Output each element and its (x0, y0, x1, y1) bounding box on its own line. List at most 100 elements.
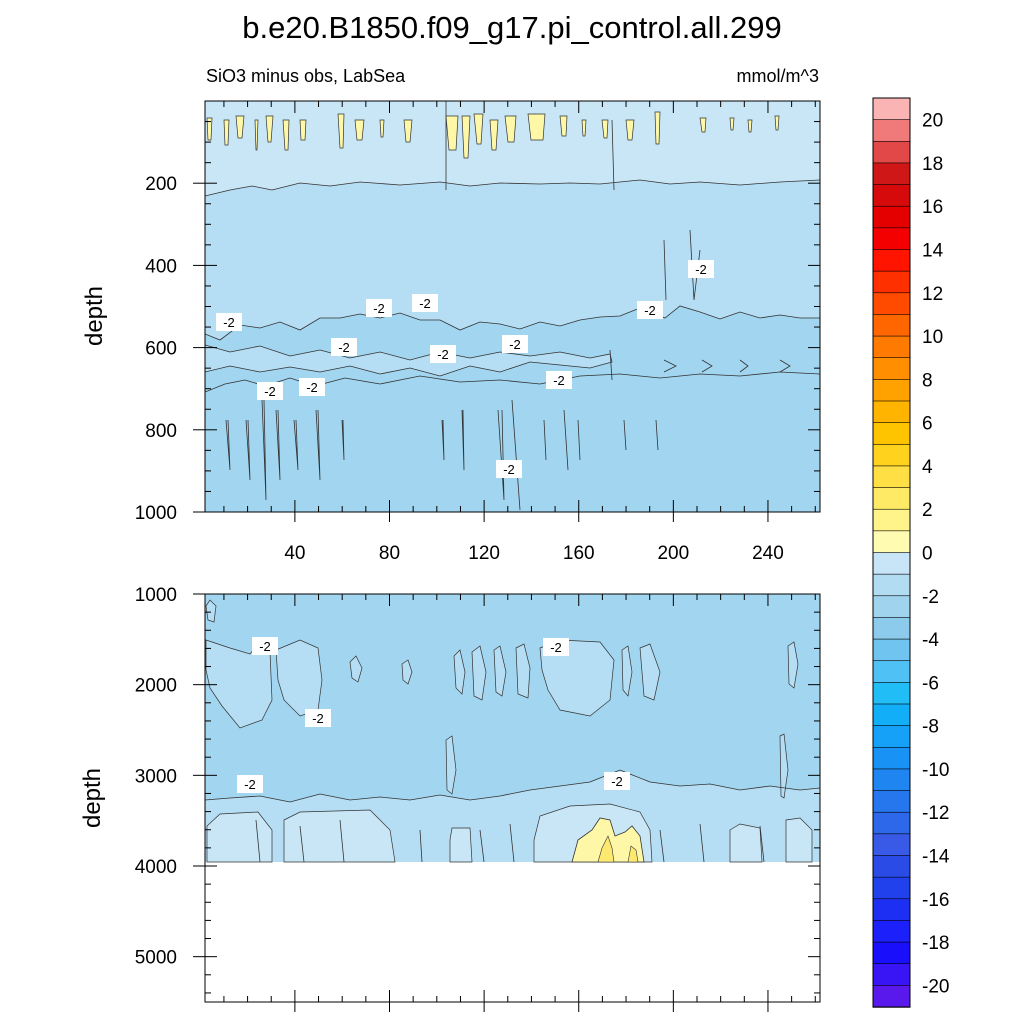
contour-label: -2 (437, 347, 449, 362)
colorbar-swatch (872, 205, 911, 229)
lower-y-tick-label: 4000 (135, 857, 177, 878)
colorbar-swatch (872, 508, 911, 532)
upper-x-tick-label: 80 (379, 543, 400, 564)
contour-label: -2 (373, 301, 385, 316)
lower-frame (204, 593, 821, 1003)
upper-y-tick-label: 400 (145, 256, 177, 277)
colorbar-swatch (872, 292, 911, 316)
colorbar-swatch (872, 400, 911, 424)
colorbar-swatch (872, 184, 911, 207)
colorbar-label: -16 (922, 890, 949, 911)
upper-y-tick-label: 1000 (135, 503, 177, 524)
contour-label: -2 (550, 640, 562, 655)
contour-label: -2 (244, 777, 256, 792)
colorbar-swatch (872, 357, 911, 381)
colorbar-swatch (872, 682, 911, 705)
lower-positive-core-inner (597, 835, 639, 863)
colorbar-label: 4 (922, 457, 933, 478)
colorbar-label: -10 (922, 760, 949, 781)
colorbar-label: -18 (922, 933, 949, 954)
colorbar-label: -2 (922, 587, 939, 608)
colorbar-swatch (872, 140, 911, 164)
colorbar-swatch (872, 660, 911, 684)
lower-y-tick-label: 3000 (135, 766, 177, 787)
upper-x-tick-label: 40 (284, 543, 305, 564)
lower-y-ticks: 1000 2000 3000 4000 5000 (135, 585, 820, 994)
contour-label: -2 (259, 639, 271, 654)
colorbar-swatch (872, 725, 911, 748)
lower-contour-lines (205, 769, 820, 863)
chart-title: b.e20.B1850.f09_g17.pi_control.all.299 (242, 10, 782, 45)
lower-y-tick-label: 5000 (135, 948, 177, 969)
colorbar-label: -14 (922, 847, 950, 868)
colorbar-frame (872, 97, 911, 1008)
lower-y-axis-title: depth (79, 768, 106, 828)
colorbar-swatch (872, 270, 911, 294)
colorbar-swatch (872, 638, 911, 662)
upper-y-tick-label: 600 (145, 339, 177, 360)
lower-inline-labels: -2 -2 -2 -2 -2 (237, 637, 630, 793)
lower-x-ticks (223, 594, 816, 1012)
colorbar-label: -4 (922, 630, 939, 651)
colorbar-label: -12 (922, 803, 949, 824)
colorbar-swatch (872, 443, 911, 467)
colorbar-label: 16 (922, 197, 943, 218)
contour-label: -2 (644, 303, 656, 318)
colorbar-swatch (872, 833, 911, 857)
lower-y-tick-label: 2000 (135, 676, 177, 697)
colorbar-swatch (872, 790, 911, 813)
upper-x-tick-label: 240 (752, 543, 784, 564)
upper-inline-labels: -2 -2 -2 -2 -2 -2 -2 -2 -2 -2 -2 -2 (216, 260, 714, 478)
upper-positive-streaks (206, 111, 780, 159)
upper-x-tick-label: 160 (563, 543, 595, 564)
colorbar-swatch (872, 227, 911, 251)
colorbar-swatch (872, 573, 911, 597)
colorbar-swatch (872, 617, 911, 640)
colorbar-swatch (872, 811, 911, 835)
colorbar-swatch (872, 119, 911, 142)
chart-subtitle-variable: SiO3 minus obs, LabSea (206, 66, 406, 86)
colorbar-label: 14 (922, 241, 944, 262)
upper-x-ticks: 40 80 120 160 200 240 (223, 101, 816, 564)
colorbar-label: 12 (922, 284, 943, 305)
colorbar-label: -20 (922, 976, 949, 997)
upper-band-shallow (205, 101, 820, 196)
colorbar-swatch (872, 941, 911, 965)
colorbar-swatch (872, 530, 911, 554)
contour-label: -2 (306, 380, 318, 395)
contour-label: -2 (312, 711, 324, 726)
contour-label: -2 (553, 373, 565, 388)
lower-y-tick-label: 1000 (135, 585, 177, 606)
contour-label: -2 (338, 340, 350, 355)
colorbar-swatch (872, 985, 911, 1008)
colorbar-swatch (872, 314, 911, 337)
upper-y-ticks: 200 400 600 800 1000 (135, 121, 820, 524)
contour-label: -2 (419, 296, 431, 311)
colorbar-label: 18 (922, 154, 943, 175)
colorbar-swatch (872, 876, 911, 900)
colorbar-swatch (872, 552, 911, 575)
colorbar-label: 6 (922, 414, 933, 435)
contour-label: -2 (503, 462, 515, 477)
colorbar-label: 2 (922, 500, 933, 521)
colorbar-swatch (872, 465, 911, 489)
colorbar-swatch (872, 162, 911, 186)
lower-mid-lenses (205, 599, 799, 799)
upper-x-tick-label: 120 (468, 543, 500, 564)
upper-y-axis-title: depth (81, 286, 108, 346)
colorbar-swatch (872, 422, 911, 445)
upper-panel: -2 -2 -2 -2 -2 -2 -2 -2 -2 -2 -2 -2 200 4… (81, 100, 821, 564)
colorbar-label: 10 (922, 327, 943, 348)
colorbar-swatch (872, 920, 911, 943)
colorbar: 20181614121086420-2-4-6-8-10-12-14-16-18… (872, 97, 950, 1008)
upper-band-mid (205, 180, 820, 340)
colorbar-swatch (872, 595, 911, 619)
colorbar-swatch (872, 898, 911, 922)
contour-label: -2 (223, 315, 235, 330)
upper-y-tick-label: 200 (145, 174, 177, 195)
colorbar-swatch (872, 768, 911, 792)
colorbar-swatch (872, 487, 911, 510)
colorbar-label: 0 (922, 544, 933, 565)
